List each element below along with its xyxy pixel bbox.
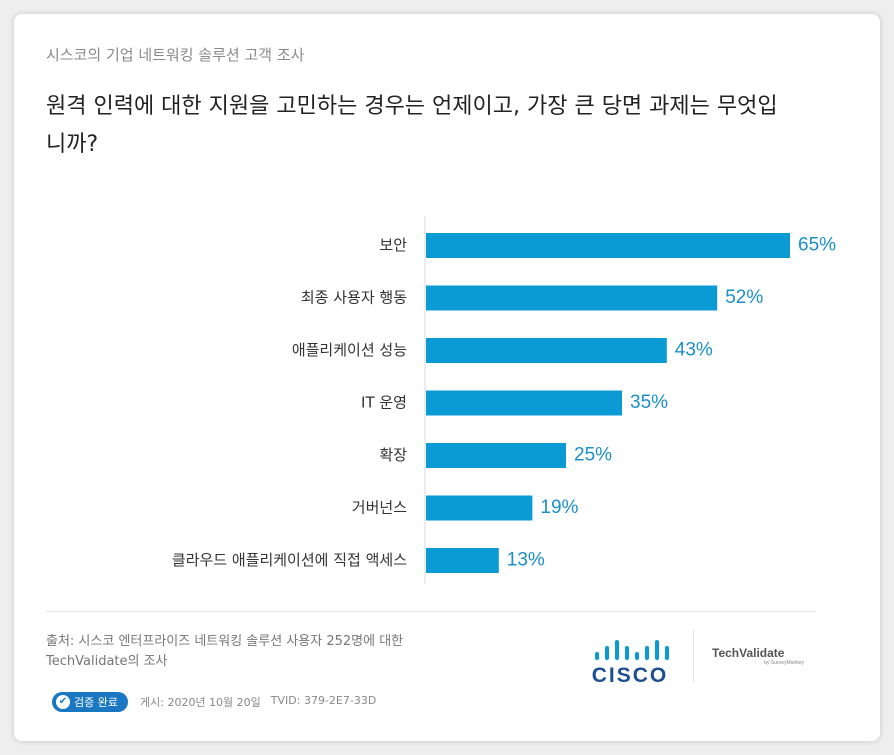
techvalidate-logo: TechValidate by SurveyMonkey [712, 646, 804, 666]
category-label: 확장 [379, 446, 407, 464]
logo-divider [693, 630, 694, 682]
techvalidate-wordmark: TechValidate [712, 646, 785, 660]
value-label: 52% [725, 287, 763, 308]
published-date: 게시: 2020년 10월 20일 [140, 696, 261, 709]
category-label: 클라우드 애플리케이션에 직접 액세스 [172, 551, 407, 569]
bar [426, 390, 622, 416]
survey-card [14, 14, 880, 741]
source-note: 출처: 시스코 엔터프라이즈 네트워킹 솔루션 사용자 252명에 대한 Tec… [46, 634, 404, 669]
check-icon: ✔ [56, 695, 70, 709]
cisco-wordmark: CISCO [591, 664, 669, 687]
bar [426, 495, 533, 521]
bar [426, 285, 718, 311]
category-label: 보안 [379, 236, 407, 254]
bar [426, 338, 667, 363]
value-label: 13% [507, 550, 545, 571]
verified-label: 검증 완료 [74, 696, 118, 709]
bar-chart: 보안 65% 최종 사용자 행동 52% 애플리케이션 성능 43% IT 운영 35% 확장 2… [172, 216, 836, 584]
bar [426, 548, 499, 573]
tvid: TVID: 379-2E7-33D [270, 694, 377, 707]
value-label: 35% [630, 392, 668, 413]
bar [426, 443, 566, 468]
footer-divider [46, 611, 816, 612]
category-label: 거버넌스 [352, 499, 407, 517]
value-label: 25% [574, 445, 612, 466]
category-label: 최종 사용자 행동 [301, 289, 407, 307]
cisco-logo: CISCO [580, 632, 680, 688]
survey-subtitle: 시스코의 기업 네트워킹 솔루션 고객 조사 [46, 46, 305, 64]
category-label: IT 운영 [361, 394, 407, 412]
verified-badge[interactable]: ✔ 검증 완료 [52, 692, 128, 712]
bar [426, 233, 790, 258]
value-label: 65% [798, 235, 836, 256]
value-label: 19% [540, 497, 578, 518]
cisco-bridge-icon [595, 640, 669, 660]
survey-question: 원격 인력에 대한 지원을 고민하는 경우는 언제이고, 가장 큰 당면 과제는… [46, 94, 778, 157]
meta-info: 게시: 2020년 10월 20일 TVID: 379-2E7-33D [140, 694, 376, 710]
techvalidate-byline: by SurveyMonkey [764, 660, 804, 666]
value-label: 43% [675, 340, 713, 361]
category-label: 애플리케이션 성능 [292, 341, 407, 359]
